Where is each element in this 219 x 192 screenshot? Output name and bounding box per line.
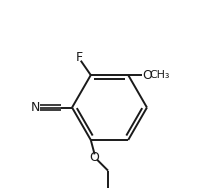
Text: O: O [143,69,152,82]
Text: CH₃: CH₃ [149,70,169,80]
Text: O: O [90,151,100,164]
Text: N: N [31,101,40,114]
Text: F: F [76,51,83,64]
